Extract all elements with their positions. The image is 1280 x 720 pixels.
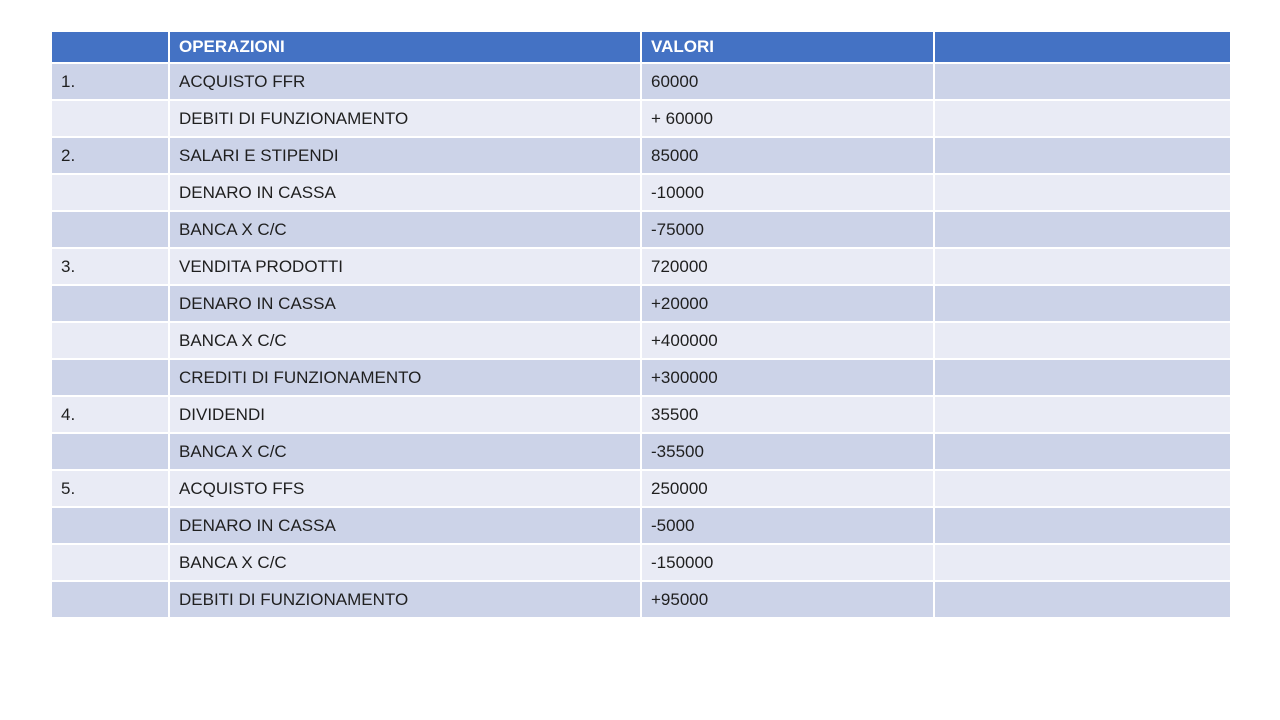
operations-table: OPERAZIONI VALORI 1. ACQUISTO FFR 60000 DEB… (50, 30, 1232, 619)
cell-num (50, 432, 170, 471)
cell-num: 5. (50, 469, 170, 508)
cell-operazione: DEBITI DI FUNZIONAMENTO (168, 580, 642, 619)
cell-valore: +300000 (640, 358, 935, 397)
cell-num (50, 321, 170, 360)
cell-operazione: DENARO IN CASSA (168, 173, 642, 212)
table-row: 4. DIVIDENDI 35500 (50, 395, 1232, 434)
cell-extra (933, 469, 1232, 508)
table-row: BANCA X C/C +400000 (50, 321, 1232, 360)
cell-num: 3. (50, 247, 170, 286)
table-row: 3. VENDITA PRODOTTI 720000 (50, 247, 1232, 286)
cell-operazione: CREDITI DI FUNZIONAMENTO (168, 358, 642, 397)
header-cell-valori: VALORI (640, 30, 935, 64)
cell-extra (933, 580, 1232, 619)
cell-operazione: BANCA X C/C (168, 321, 642, 360)
cell-valore: -35500 (640, 432, 935, 471)
cell-extra (933, 99, 1232, 138)
cell-valore: -75000 (640, 210, 935, 249)
cell-num (50, 506, 170, 545)
cell-operazione: DENARO IN CASSA (168, 284, 642, 323)
cell-valore: +20000 (640, 284, 935, 323)
cell-operazione: DIVIDENDI (168, 395, 642, 434)
cell-extra (933, 284, 1232, 323)
cell-num: 1. (50, 62, 170, 101)
cell-operazione: BANCA X C/C (168, 543, 642, 582)
table-row: 2. SALARI E STIPENDI 85000 (50, 136, 1232, 175)
cell-extra (933, 395, 1232, 434)
header-cell-extra (933, 30, 1232, 64)
cell-num (50, 284, 170, 323)
cell-operazione: BANCA X C/C (168, 432, 642, 471)
cell-operazione: SALARI E STIPENDI (168, 136, 642, 175)
table-row: DEBITI DI FUNZIONAMENTO +95000 (50, 580, 1232, 619)
table-row: CREDITI DI FUNZIONAMENTO +300000 (50, 358, 1232, 397)
header-row: OPERAZIONI VALORI (50, 30, 1232, 64)
cell-extra (933, 247, 1232, 286)
cell-valore: 35500 (640, 395, 935, 434)
cell-num (50, 580, 170, 619)
cell-extra (933, 543, 1232, 582)
operations-table-header: OPERAZIONI VALORI (50, 30, 1232, 64)
cell-num (50, 210, 170, 249)
table-row: DENARO IN CASSA -10000 (50, 173, 1232, 212)
cell-num: 2. (50, 136, 170, 175)
cell-operazione: ACQUISTO FFS (168, 469, 642, 508)
cell-extra (933, 358, 1232, 397)
cell-valore: 720000 (640, 247, 935, 286)
cell-extra (933, 173, 1232, 212)
cell-valore: 250000 (640, 469, 935, 508)
header-cell-operazioni: OPERAZIONI (168, 30, 642, 64)
cell-operazione: ACQUISTO FFR (168, 62, 642, 101)
cell-valore: -5000 (640, 506, 935, 545)
cell-operazione: DEBITI DI FUNZIONAMENTO (168, 99, 642, 138)
table-row: 5. ACQUISTO FFS 250000 (50, 469, 1232, 508)
table-row: BANCA X C/C -150000 (50, 543, 1232, 582)
cell-extra (933, 432, 1232, 471)
table-row: DENARO IN CASSA +20000 (50, 284, 1232, 323)
cell-num (50, 543, 170, 582)
cell-extra (933, 321, 1232, 360)
table-row: BANCA X C/C -35500 (50, 432, 1232, 471)
cell-valore: 85000 (640, 136, 935, 175)
table-row: 1. ACQUISTO FFR 60000 (50, 62, 1232, 101)
cell-num (50, 358, 170, 397)
cell-num (50, 173, 170, 212)
table-row: DEBITI DI FUNZIONAMENTO + 60000 (50, 99, 1232, 138)
cell-extra (933, 62, 1232, 101)
cell-extra (933, 136, 1232, 175)
cell-operazione: DENARO IN CASSA (168, 506, 642, 545)
cell-num: 4. (50, 395, 170, 434)
cell-valore: +95000 (640, 580, 935, 619)
header-cell-num (50, 30, 170, 64)
cell-valore: -10000 (640, 173, 935, 212)
cell-num (50, 99, 170, 138)
cell-valore: 60000 (640, 62, 935, 101)
cell-valore: + 60000 (640, 99, 935, 138)
cell-extra (933, 210, 1232, 249)
cell-operazione: BANCA X C/C (168, 210, 642, 249)
cell-extra (933, 506, 1232, 545)
operations-table-body: 1. ACQUISTO FFR 60000 DEBITI DI FUNZIONAMEN… (50, 62, 1232, 619)
cell-operazione: VENDITA PRODOTTI (168, 247, 642, 286)
table-row: BANCA X C/C -75000 (50, 210, 1232, 249)
cell-valore: +400000 (640, 321, 935, 360)
table-row: DENARO IN CASSA -5000 (50, 506, 1232, 545)
cell-valore: -150000 (640, 543, 935, 582)
